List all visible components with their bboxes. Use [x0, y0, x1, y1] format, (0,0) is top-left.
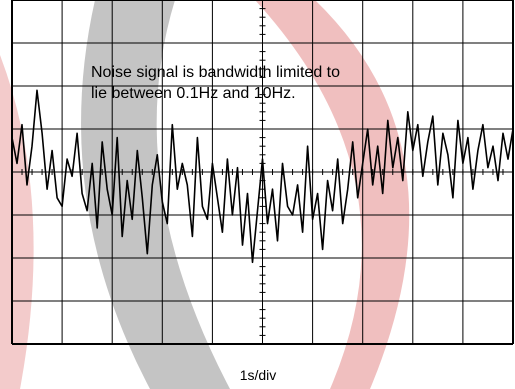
- annotation-line-1: Noise signal is bandwidth limited to: [91, 64, 340, 81]
- x-axis-label: 1s/div: [240, 367, 277, 383]
- annotation-line-2: lie between 0.1Hz and 10Hz.: [91, 85, 296, 102]
- noise-trace: [11, 89, 514, 264]
- background-watermark: [0, 0, 410, 389]
